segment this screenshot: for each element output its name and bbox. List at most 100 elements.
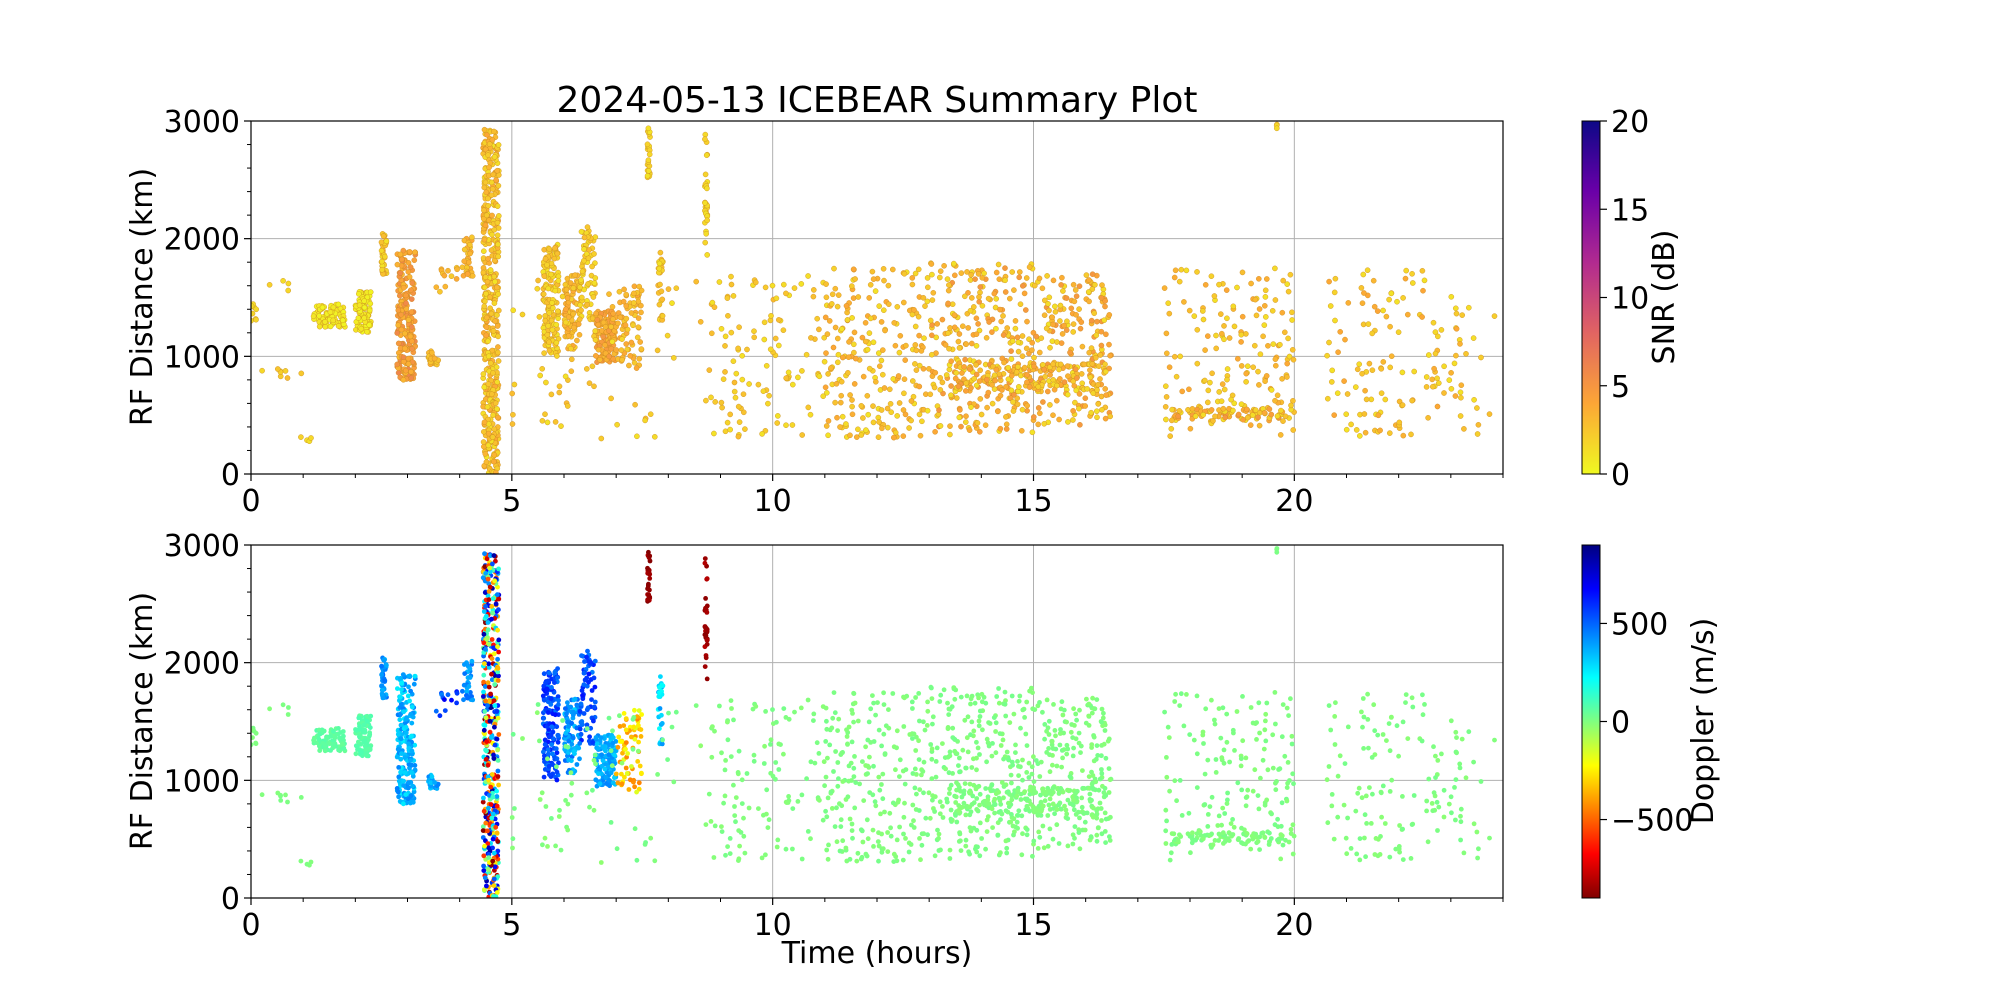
data-point [855, 426, 861, 433]
data-point [925, 708, 931, 714]
data-point [396, 774, 402, 780]
data-point [1284, 374, 1290, 380]
data-point [939, 379, 946, 386]
data-point [409, 720, 415, 726]
data-point [590, 740, 596, 745]
data-point [1243, 406, 1250, 413]
data-point [586, 679, 591, 685]
data-point [846, 778, 851, 784]
data-point [1000, 332, 1007, 338]
data-point [849, 821, 855, 827]
data-point [937, 386, 944, 393]
data-point [632, 826, 638, 832]
data-point [399, 751, 404, 756]
data-point [1200, 308, 1206, 314]
data-point [406, 274, 413, 280]
data-point [919, 772, 924, 778]
data-point [488, 802, 494, 807]
data-point [564, 403, 571, 409]
data-point [704, 637, 710, 643]
data-point [1009, 338, 1016, 345]
data-point [489, 772, 495, 777]
data-point [1002, 289, 1009, 295]
data-point [1081, 361, 1087, 368]
data-point [395, 686, 400, 691]
data-point [613, 771, 619, 777]
data-point [341, 745, 347, 751]
data-point [496, 673, 501, 679]
data-point [1045, 388, 1051, 395]
data-point [481, 631, 487, 637]
data-point [584, 726, 590, 732]
data-point [357, 726, 362, 732]
data-point [811, 718, 816, 723]
data-point [807, 411, 814, 418]
data-point [1033, 333, 1040, 340]
data-point [728, 273, 734, 280]
data-point [826, 842, 831, 848]
data-point [542, 737, 548, 743]
data-point [384, 662, 389, 668]
data-point [926, 790, 932, 796]
data-point [751, 334, 758, 341]
data-point [1387, 323, 1393, 330]
data-point [486, 141, 493, 147]
data-point [665, 757, 670, 762]
data-point [773, 295, 780, 302]
data-point [486, 805, 491, 811]
data-point [615, 744, 621, 750]
data-point [396, 765, 402, 770]
data-point [1205, 333, 1211, 339]
data-point [1262, 378, 1268, 385]
data-point [657, 706, 663, 711]
data-point [893, 767, 898, 773]
data-point [558, 423, 564, 429]
data-point [494, 890, 500, 895]
data-point [911, 731, 917, 737]
data-point [881, 731, 887, 737]
data-point [576, 331, 583, 338]
data-point [483, 324, 490, 330]
data-point [409, 704, 415, 710]
data-point [395, 789, 401, 795]
data-point [540, 693, 546, 699]
data-point [934, 321, 941, 327]
data-point [483, 212, 490, 219]
data-point [1070, 407, 1076, 414]
data-point [496, 637, 502, 643]
data-point [959, 370, 965, 376]
data-point [873, 378, 879, 385]
data-point [379, 266, 385, 273]
data-point [1332, 275, 1339, 282]
data-point [441, 272, 448, 279]
data-point [781, 706, 787, 711]
data-point [931, 384, 938, 391]
data-point [732, 813, 738, 818]
data-point [658, 674, 663, 679]
data-point [1019, 333, 1026, 339]
data-point [763, 709, 768, 714]
data-point [482, 179, 489, 186]
data-point [1050, 412, 1056, 419]
data-point [1353, 384, 1359, 390]
data-point [594, 316, 601, 323]
data-point [565, 801, 571, 807]
data-point [490, 596, 496, 601]
data-point [761, 761, 767, 766]
data-point [586, 380, 593, 387]
data-point [973, 331, 980, 338]
data-point [1399, 369, 1406, 376]
data-point [884, 405, 891, 412]
data-point [1400, 432, 1407, 439]
data-point [1289, 346, 1296, 353]
data-point [1073, 311, 1079, 318]
data-point [481, 207, 487, 214]
data-point [1181, 299, 1187, 305]
data-point [1269, 307, 1276, 314]
data-point [1423, 384, 1430, 390]
data-point [963, 341, 970, 347]
data-point [1240, 416, 1246, 423]
data-point [411, 789, 417, 795]
data-point [1486, 411, 1493, 417]
data-point [847, 432, 853, 439]
